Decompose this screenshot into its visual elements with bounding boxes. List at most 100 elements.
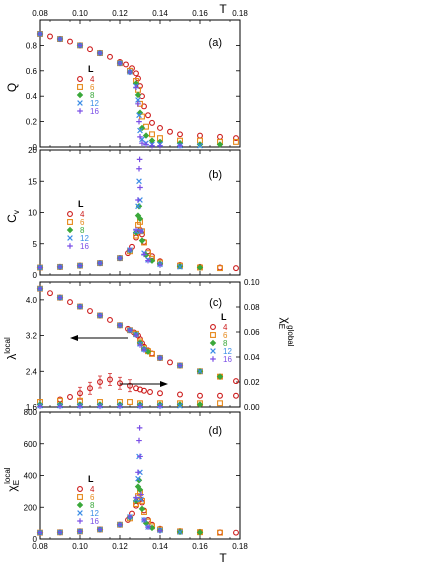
data-point-L4 xyxy=(177,391,183,398)
data-point-L16 xyxy=(177,142,183,149)
panel-label: (b) xyxy=(209,169,222,181)
y-tick-label: 4.0 xyxy=(26,296,38,305)
legend-marker-L12 xyxy=(77,510,83,516)
legend-marker-L8 xyxy=(209,339,217,347)
x-tick-label: 0.08 xyxy=(32,9,48,18)
data-point-L6 xyxy=(233,138,239,145)
y-axis-label: χElocal xyxy=(3,467,21,491)
data-point-L16 xyxy=(137,342,143,348)
y2-tick-label: 0.04 xyxy=(244,353,260,362)
data-point-L4 xyxy=(233,529,239,536)
data-point-L4 xyxy=(97,379,103,385)
data-point-L16 xyxy=(157,403,163,410)
data-point-L16 xyxy=(133,332,139,338)
y-axis-label-sub: v xyxy=(12,210,21,214)
data-point-L8 xyxy=(216,141,224,148)
legend-label: 12 xyxy=(90,99,99,108)
legend-marker-L16 xyxy=(210,356,216,362)
legend-title: L xyxy=(221,312,227,322)
data-point-L16 xyxy=(97,312,103,319)
data-point-L16 xyxy=(136,437,142,444)
data-point-L4 xyxy=(167,128,173,135)
legend-label: 16 xyxy=(90,107,99,116)
data-point-L12 xyxy=(135,203,141,210)
y2-axis-label: χEglobal xyxy=(277,317,295,346)
y-tick-label: 0 xyxy=(33,143,38,152)
y2-axis-label-main: χ xyxy=(279,317,293,324)
legend-marker-L4 xyxy=(77,76,83,82)
data-point-L4 xyxy=(123,61,129,68)
data-point-L12 xyxy=(137,127,143,134)
data-point-L4 xyxy=(177,131,183,138)
legend-label: 16 xyxy=(223,355,232,364)
data-point-L4 xyxy=(197,392,203,399)
data-point-L16 xyxy=(37,31,43,37)
legend-label: 6 xyxy=(80,218,85,227)
panels: 0.08 0.10 0.12 0.14 0.16 0.18 0 0.2 0.4 0.6 0.8 Q (a… xyxy=(3,9,295,551)
data-point-L4 xyxy=(217,392,223,399)
data-point-L8 xyxy=(132,497,140,505)
y-tick-label: 5 xyxy=(33,240,38,249)
data-point-L6 xyxy=(127,399,133,405)
data-point-L16 xyxy=(57,529,63,536)
data-point-L4 xyxy=(117,380,123,387)
y-tick-label: 0 xyxy=(33,271,38,280)
data-point-L16 xyxy=(139,140,145,146)
data-point-L12 xyxy=(136,178,142,185)
data-point-L4 xyxy=(157,124,163,131)
data-point-L16 xyxy=(137,184,143,191)
data-point-L16 xyxy=(133,494,139,501)
y-axis-label-sup: local xyxy=(3,467,12,484)
legend-marker-L12 xyxy=(77,100,83,106)
data-point-L4 xyxy=(77,390,83,397)
data-point-L8 xyxy=(216,373,224,380)
data-point-L16 xyxy=(137,453,143,460)
data-point-L16 xyxy=(117,521,123,528)
data-point-L4 xyxy=(145,112,151,119)
data-point-L16 xyxy=(77,262,83,269)
y2-axis-label-sub: E xyxy=(277,324,286,329)
data-point-L4 xyxy=(157,390,163,397)
legend-label: 12 xyxy=(90,509,99,518)
data-point-L12 xyxy=(177,402,183,409)
top-xlabel: T xyxy=(219,2,227,16)
data-point-L16 xyxy=(77,303,83,310)
legend-marker-L16 xyxy=(77,518,83,524)
y-axis-label-sup: local xyxy=(3,337,12,354)
y-tick-label: 2.4 xyxy=(26,367,38,376)
data-point-L8 xyxy=(136,486,144,494)
legend-label: 8 xyxy=(80,226,85,235)
data-point-L4 xyxy=(233,135,239,142)
legend-label: 6 xyxy=(90,83,95,92)
data-point-L4 xyxy=(127,382,133,389)
y-axis-label-main: λ xyxy=(5,354,19,360)
data-point-L4 xyxy=(197,132,203,139)
data-point-L12 xyxy=(197,368,203,375)
x-tick-label: 0.18 xyxy=(232,542,248,551)
data-point-L16 xyxy=(57,264,63,270)
data-point-L16 xyxy=(117,403,123,410)
legend-marker-L4 xyxy=(77,486,83,492)
data-point-L16 xyxy=(77,403,83,410)
data-point-L16 xyxy=(97,260,103,266)
y-tick-label: 800 xyxy=(24,408,38,417)
data-point-L16 xyxy=(136,165,142,172)
data-point-L16 xyxy=(141,517,147,523)
data-point-L4 xyxy=(107,316,113,323)
y2-tick-label: 0.06 xyxy=(244,328,260,337)
data-point-L16 xyxy=(97,50,103,56)
data-point-L16 xyxy=(137,403,143,410)
y-tick-label: 1.6 xyxy=(26,403,38,412)
data-point-L16 xyxy=(177,362,183,369)
data-point-L4 xyxy=(147,389,153,395)
data-point-L8 xyxy=(134,91,142,99)
data-point-L16 xyxy=(127,247,133,253)
legend-label: 4 xyxy=(80,210,85,219)
legend-marker-L6 xyxy=(77,494,83,500)
y-axis-label: λlocal xyxy=(3,337,19,360)
